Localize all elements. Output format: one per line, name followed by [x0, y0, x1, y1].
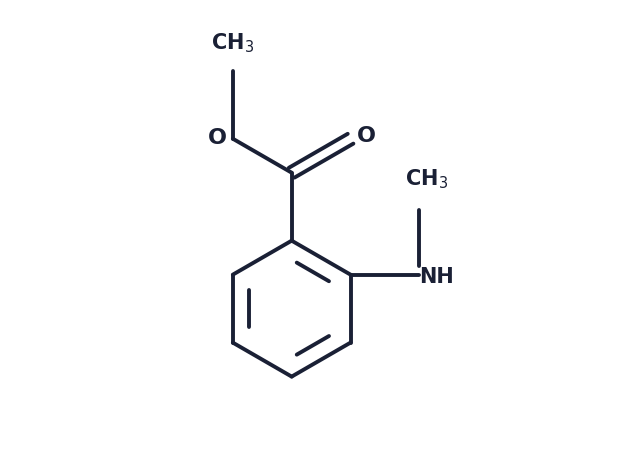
Text: O: O — [208, 127, 227, 148]
Text: O: O — [357, 126, 376, 147]
Text: CH$_3$: CH$_3$ — [406, 167, 449, 191]
Text: CH$_3$: CH$_3$ — [211, 31, 254, 55]
Text: NH: NH — [419, 267, 454, 288]
